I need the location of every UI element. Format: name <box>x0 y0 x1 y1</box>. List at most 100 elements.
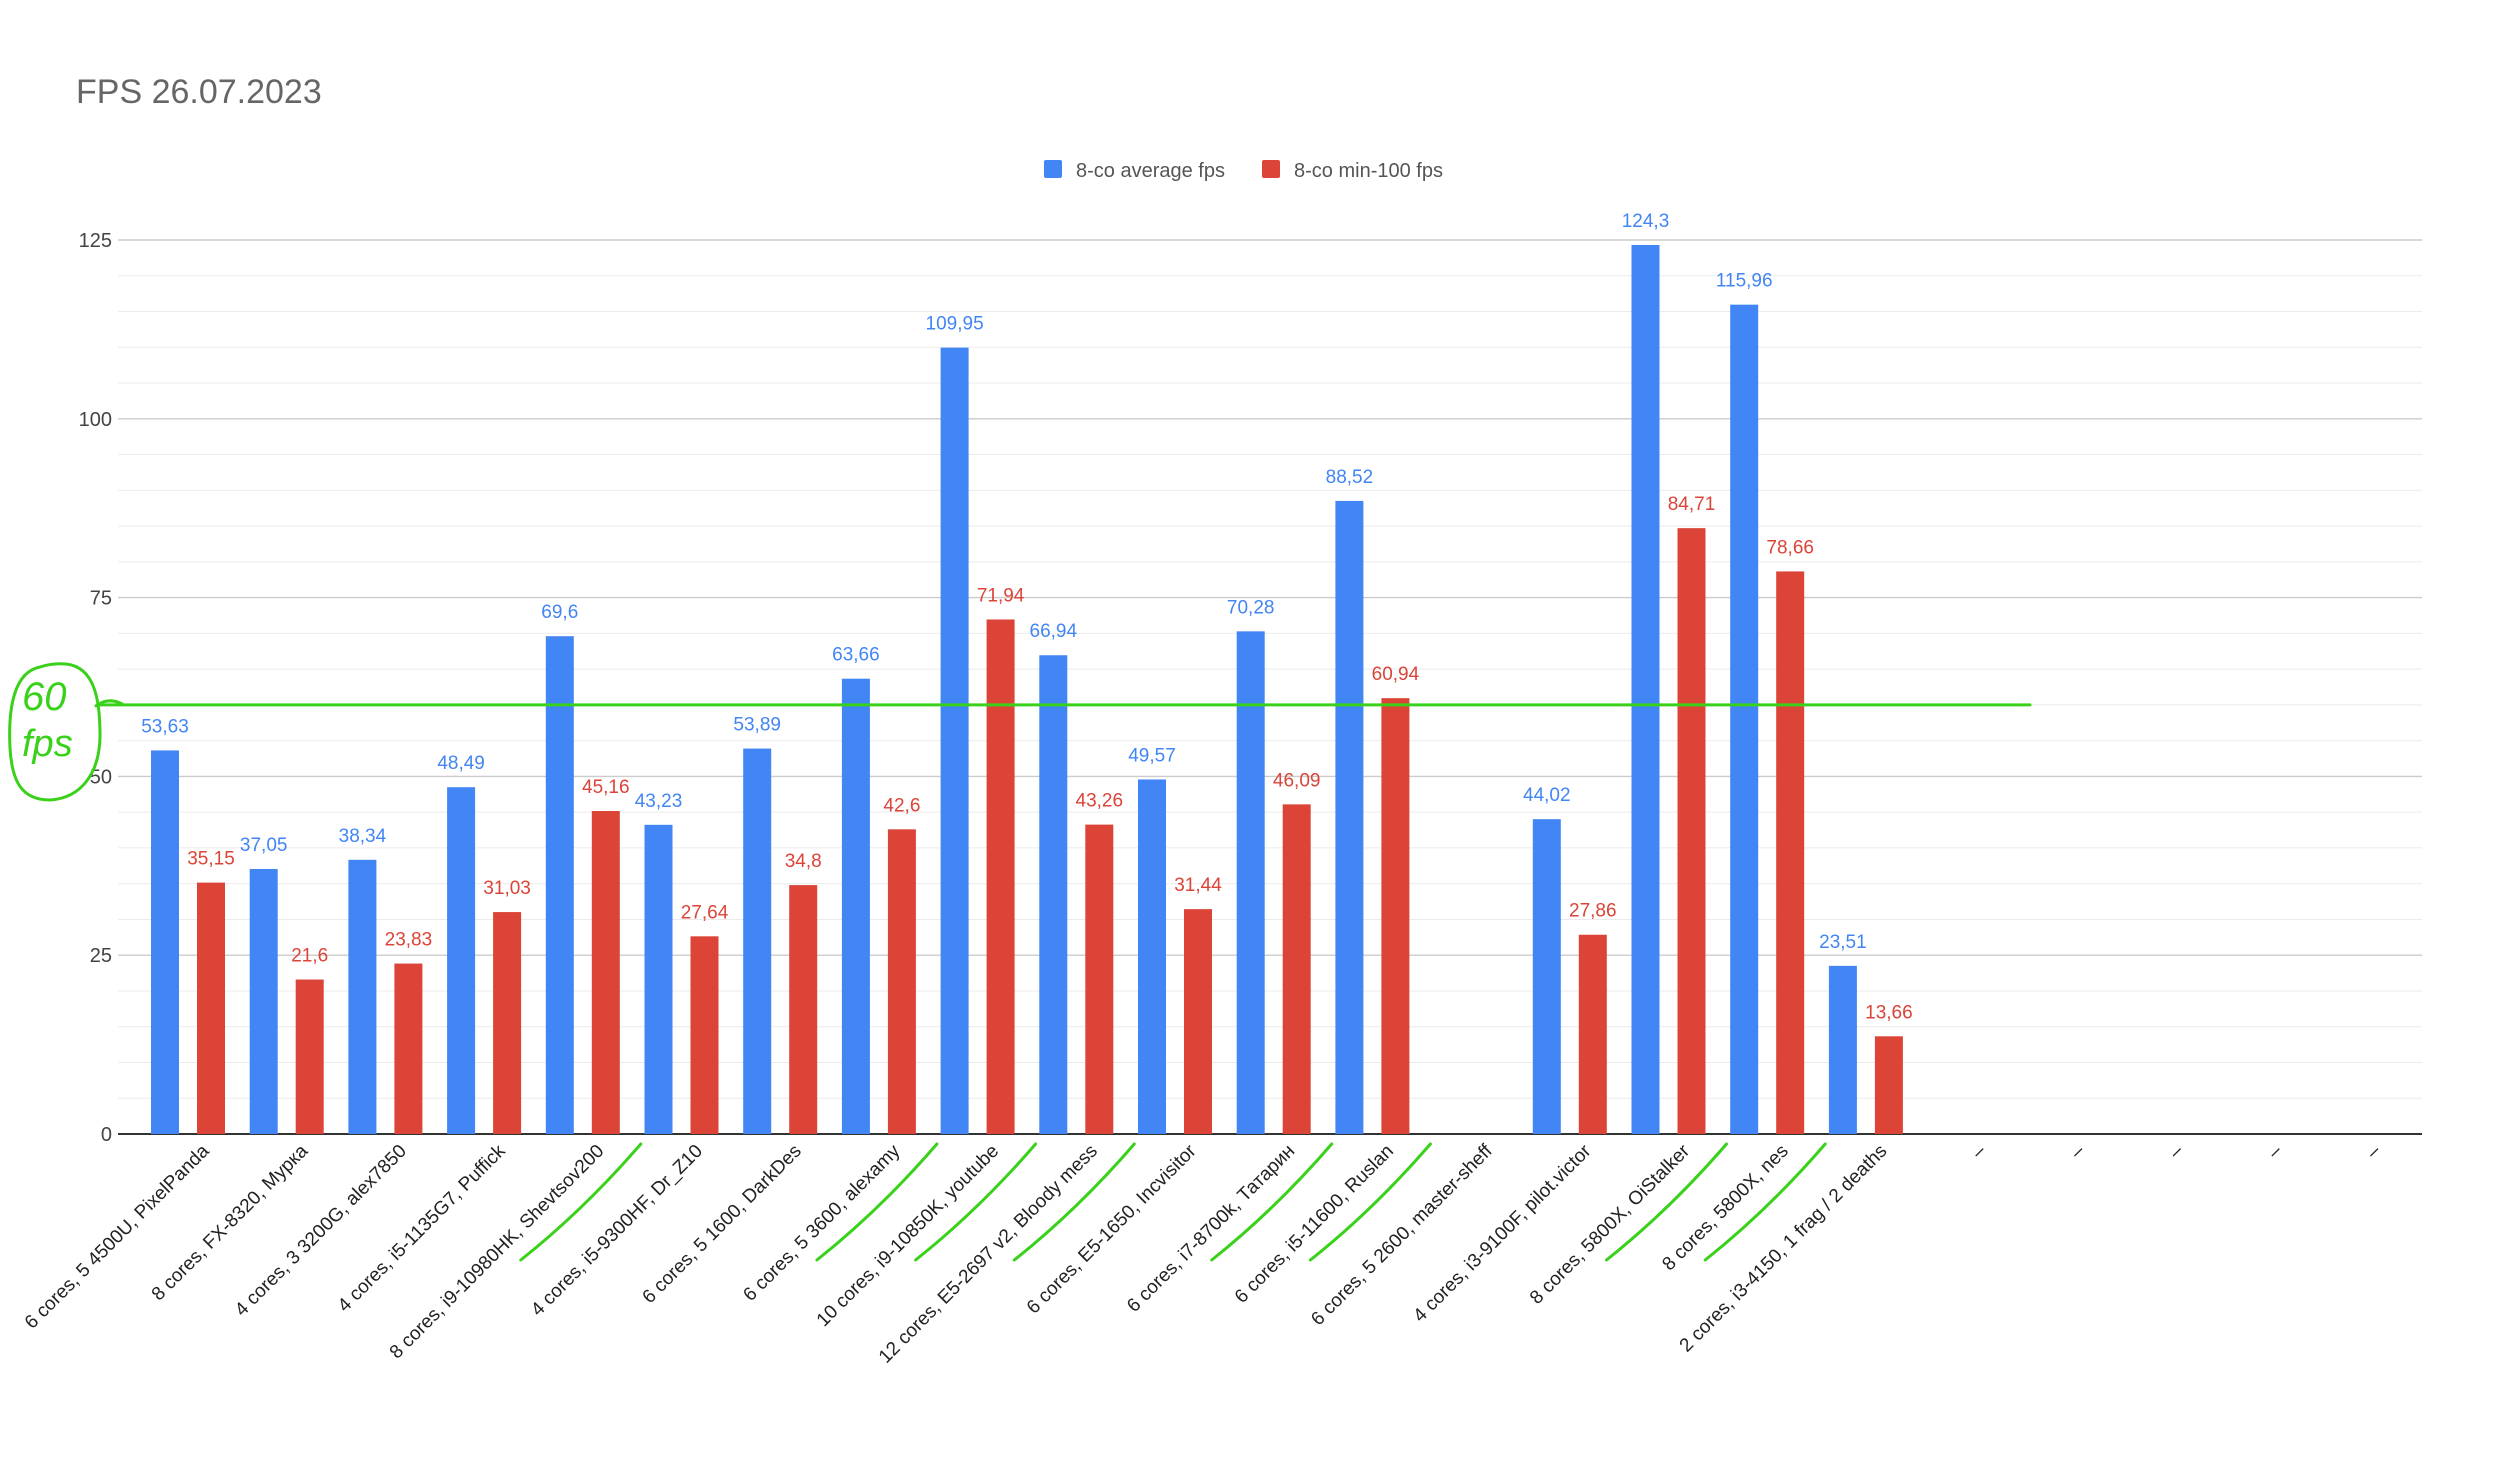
bar-min100 <box>1184 909 1212 1134</box>
bar-average <box>940 347 969 1135</box>
data-label-min100: 31,03 <box>483 878 531 899</box>
data-label-min100: 27,64 <box>681 902 729 923</box>
data-label-average: 23,51 <box>1819 932 1867 953</box>
bars <box>151 245 1903 1135</box>
x-tick-label: 2 cores, i3-4150, 1 frag / 2 deaths <box>1676 1141 1892 1357</box>
bar-min100 <box>1677 528 1706 1134</box>
data-label-average: 115,96 <box>1716 271 1773 292</box>
x-tick-label: 4 cores, i5-1135G7, Puffick <box>334 1140 510 1316</box>
data-label-average: 63,66 <box>832 645 880 666</box>
bar-average <box>743 748 772 1134</box>
sixty-fps-text-line2: fps <box>22 723 73 765</box>
x-tick-label: 6 cores, i7-8700k, Татарин <box>1123 1141 1299 1317</box>
bar-average <box>1236 631 1265 1134</box>
bar-average <box>1631 245 1660 1134</box>
bar-average <box>841 678 870 1134</box>
hand-underline <box>914 1142 1038 1262</box>
x-tick-label: 8 cores, FX-8320, Мурка <box>148 1140 313 1305</box>
bar-min100 <box>295 979 324 1134</box>
data-label-min100: 60,94 <box>1372 664 1420 685</box>
data-label-min100: 35,15 <box>187 849 235 870</box>
data-label-average: 43,23 <box>635 791 683 812</box>
x-tick-label: – <box>2067 1140 2090 1163</box>
bar-average <box>1828 965 1857 1134</box>
data-label-min100: 46,09 <box>1273 770 1321 791</box>
legend-label-min100: 8-co min-100 fps <box>1294 160 1443 182</box>
x-tick-label: 6 cores, 5 1600, DarkDes <box>639 1141 806 1308</box>
legend: 8-co average fps 8-co min-100 fps <box>1044 160 1443 182</box>
data-label-average: 38,34 <box>339 826 387 847</box>
bar-min100 <box>197 882 225 1134</box>
data-label-average: 49,57 <box>1128 745 1176 766</box>
x-tick-label: – <box>2363 1140 2386 1163</box>
hand-underline <box>519 1142 643 1262</box>
bar-average <box>1532 819 1561 1134</box>
bar-min100 <box>394 963 423 1134</box>
data-label-average: 37,05 <box>240 835 288 856</box>
data-label-average: 69,6 <box>541 602 578 623</box>
data-label-average: 70,28 <box>1227 597 1275 618</box>
bar-average <box>1039 655 1068 1134</box>
data-label-min100: 23,83 <box>385 930 433 951</box>
x-tick-label: 4 cores, i3-9100F, pilot.victor <box>1409 1140 1595 1326</box>
x-tick-label: 6 cores, 5 2600, master-sheff <box>1307 1140 1497 1330</box>
bar-min100 <box>690 936 719 1134</box>
x-tick-label: 6 cores, 5 3600, alexamy <box>739 1140 904 1305</box>
y-tick-label: 75 <box>90 588 112 610</box>
data-label-min100: 45,16 <box>582 777 630 798</box>
data-label-min100: 84,71 <box>1668 494 1716 515</box>
bar-min100 <box>789 885 818 1134</box>
data-label-min100: 34,8 <box>785 851 822 872</box>
x-tick-label: 6 cores, 5 4500U, PixelPanda <box>21 1140 214 1333</box>
data-label-min100: 71,94 <box>977 585 1025 606</box>
y-tick-label: 25 <box>90 945 112 967</box>
data-label-average: 88,52 <box>1326 467 1374 488</box>
hand-underline <box>1308 1142 1432 1262</box>
data-label-average: 66,94 <box>1030 621 1078 642</box>
bar-min100 <box>591 811 620 1134</box>
bar-average <box>644 824 673 1134</box>
hand-underline <box>1605 1142 1728 1262</box>
data-label-min100: 31,44 <box>1174 875 1222 896</box>
hand-underlines <box>519 1142 1827 1262</box>
x-tick-label: 8 cores, i9-10980HK, Shevtsov200 <box>386 1141 608 1363</box>
data-label-min100: 13,66 <box>1865 1002 1913 1023</box>
bar-average <box>447 787 476 1134</box>
y-tick-label: 100 <box>79 409 112 431</box>
bar-min100 <box>1578 934 1607 1134</box>
x-tick-label: 10 cores, i9-10850K, youtube <box>813 1141 1003 1331</box>
legend-swatch-average <box>1044 160 1062 178</box>
x-tick-label: 4 cores, 3 3200G, alex7850 <box>231 1141 411 1321</box>
data-label-average: 44,02 <box>1523 785 1571 806</box>
bar-average <box>1138 779 1166 1134</box>
sixty-fps-circle <box>8 662 102 802</box>
bar-average <box>249 869 278 1134</box>
y-tick-label: 50 <box>90 766 112 788</box>
data-label-average: 53,89 <box>733 715 781 736</box>
bar-average <box>151 750 179 1134</box>
data-label-average: 124,3 <box>1622 211 1670 232</box>
bar-min100 <box>493 912 522 1134</box>
hand-underline <box>1012 1142 1136 1262</box>
data-label-min100: 27,86 <box>1569 901 1617 922</box>
hand-underline <box>1703 1142 1827 1262</box>
x-tick-label: – <box>2165 1140 2188 1163</box>
data-label-min100: 42,6 <box>883 795 920 816</box>
data-label-average: 48,49 <box>437 753 485 774</box>
bar-min100 <box>1381 698 1410 1134</box>
bar-average <box>1730 304 1759 1135</box>
legend-label-average: 8-co average fps <box>1076 160 1225 182</box>
bar-average <box>348 859 377 1134</box>
data-label-min100: 21,6 <box>291 946 328 967</box>
data-label-average: 53,63 <box>141 716 189 737</box>
bar-min100 <box>986 619 1015 1134</box>
bar-average <box>1335 500 1364 1134</box>
chart-title: FPS 26.07.2023 <box>76 73 322 111</box>
bar-min100 <box>1874 1036 1903 1134</box>
x-tick-label: – <box>2264 1140 2287 1163</box>
bar-min100 <box>887 829 916 1134</box>
bar-average <box>545 636 574 1134</box>
hand-underline <box>815 1142 939 1262</box>
